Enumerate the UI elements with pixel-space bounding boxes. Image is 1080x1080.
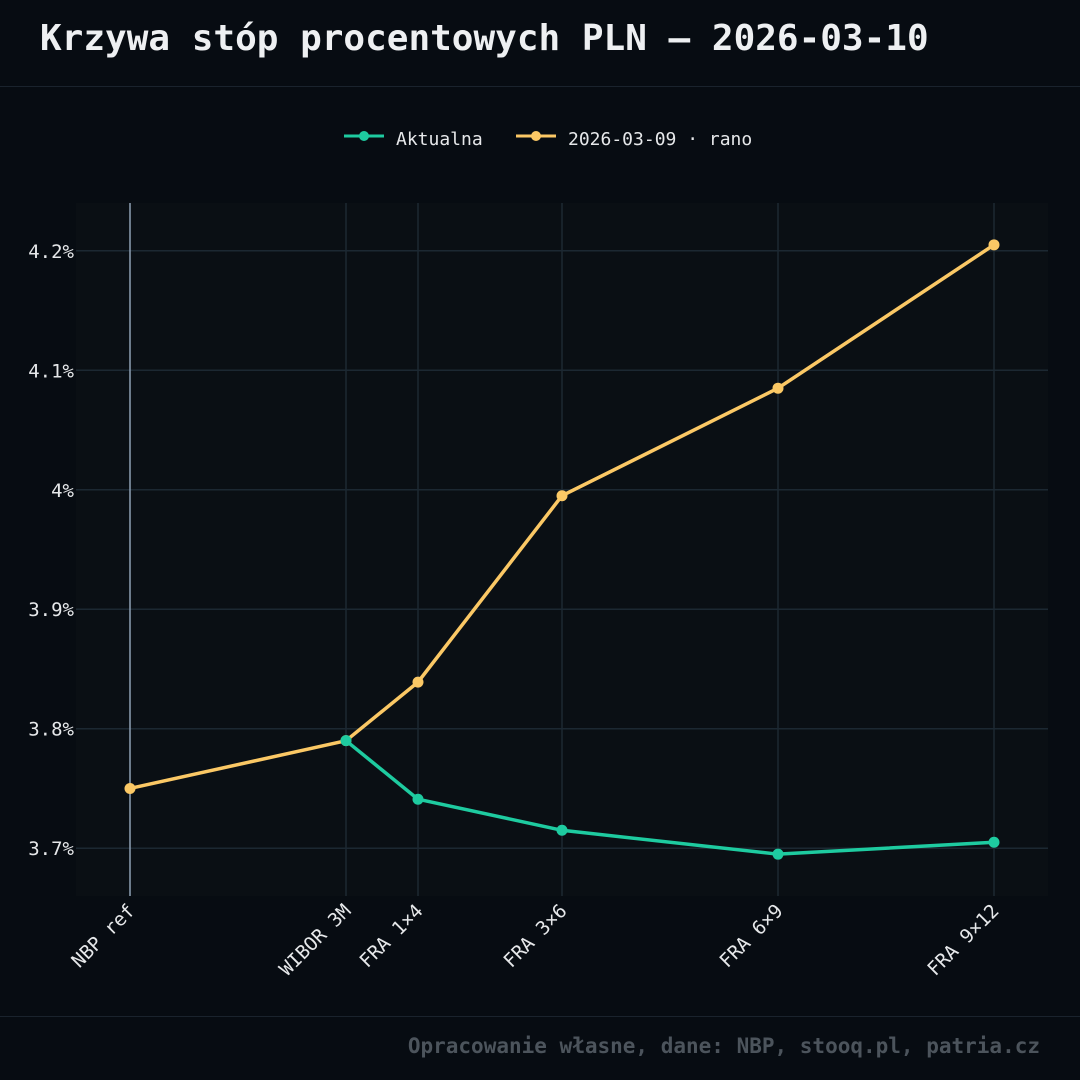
- data-point-current-1: [340, 735, 352, 747]
- x-axis-tick-labels: NBP ref WIBOR 3M FRA 1×4 FRA 3×6 FRA 6×9 FRA …: [67, 900, 1003, 980]
- data-point-previous-4: [772, 382, 784, 394]
- y-axis-tick-labels: 3.7% 3.8% 3.9% 4% 4.1% 4.2%: [28, 241, 74, 860]
- chart-title: Krzywa stóp procentowych PLN — 2026-03-1…: [40, 18, 929, 59]
- data-point-previous-3: [556, 490, 568, 502]
- title-bar: Krzywa stóp procentowych PLN — 2026-03-1…: [0, 0, 1080, 87]
- data-point-previous-2: [412, 676, 424, 688]
- legend-swatch-current: [344, 131, 384, 141]
- source-note: Opracowanie własne, dane: NBP, stooq.pl,…: [407, 1034, 1040, 1058]
- grid-lines: [76, 203, 1048, 896]
- y-tick-label-2: 3.9%: [28, 599, 74, 621]
- x-tick-label-1: WIBOR 3M: [275, 900, 355, 980]
- legend-label-previous: 2026-03-09 · rano: [568, 128, 753, 150]
- legend-item-current[interactable]: Aktualna: [342, 126, 483, 152]
- y-tick-label-3: 4%: [51, 480, 74, 502]
- data-point-previous-0: [124, 782, 136, 794]
- y-tick-label-0: 3.7%: [28, 838, 74, 860]
- x-tick-label-0: NBP ref: [67, 900, 139, 972]
- y-tick-label-1: 3.8%: [28, 719, 74, 741]
- legend-swatch-previous: [516, 131, 556, 141]
- data-point-previous-5: [988, 239, 1000, 251]
- x-tick-label-2: FRA 1×4: [355, 900, 427, 972]
- data-point-current-5: [988, 836, 1000, 848]
- series-layer: [124, 239, 1000, 860]
- data-point-current-3: [556, 824, 568, 836]
- footer-divider: [0, 1016, 1080, 1017]
- legend-marker-previous: [531, 131, 541, 141]
- data-point-current-2: [412, 793, 424, 805]
- yield-curve-chart: 3.7%3.8%3.9%4%4.1%4.2% NBP ref WIBOR 3M FR…: [28, 203, 1048, 980]
- series-current: [340, 735, 1000, 860]
- data-point-current-4: [772, 848, 784, 860]
- x-tick-label-5: FRA 9×12: [923, 900, 1003, 980]
- x-tick-label-3: FRA 3×6: [499, 900, 571, 972]
- legend: Aktualna 2026-03-09 · rano: [0, 126, 1080, 152]
- legend-label-current: Aktualna: [396, 128, 483, 150]
- series-line-previous: [128, 243, 996, 791]
- y-tick-label-4: 4.1%: [28, 360, 74, 382]
- legend-item-previous[interactable]: 2026-03-09 · rano: [514, 126, 752, 152]
- y-tick-label-5: 4.2%: [28, 241, 74, 263]
- legend-marker-current: [359, 131, 369, 141]
- x-tick-label-4: FRA 6×9: [715, 900, 787, 972]
